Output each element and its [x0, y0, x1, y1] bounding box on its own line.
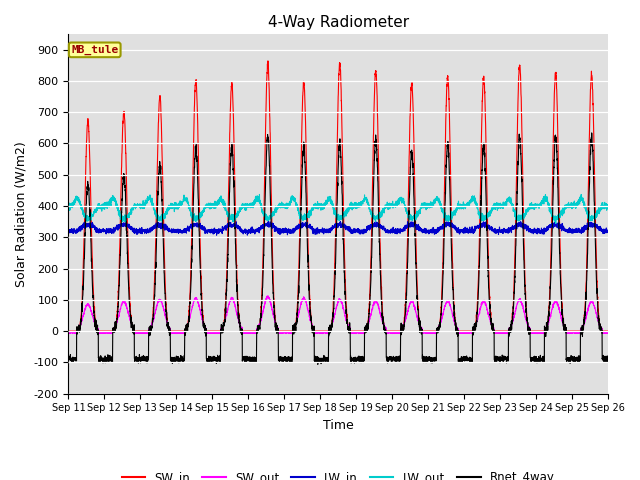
- SW_out: [429, 330, 437, 336]
- LW_in: [212, 232, 220, 238]
- X-axis label: Time: Time: [323, 419, 354, 432]
- Rnet_4way: [161, 299, 169, 304]
- LW_out: [318, 204, 326, 210]
- LW_in: [490, 227, 498, 232]
- LW_in: [65, 227, 72, 232]
- SW_in: [161, 286, 169, 292]
- Rnet_4way: [604, 359, 612, 365]
- SW_out: [490, 327, 498, 333]
- LW_in: [604, 228, 611, 234]
- Rnet_4way: [65, 358, 72, 364]
- LW_out: [552, 221, 559, 227]
- Line: LW_in: LW_in: [68, 222, 608, 235]
- LW_out: [490, 204, 497, 210]
- LW_out: [255, 192, 263, 197]
- LW_in: [604, 228, 612, 234]
- Legend: SW_in, SW_out, LW_in, LW_out, Rnet_4way: SW_in, SW_out, LW_in, LW_out, Rnet_4way: [117, 466, 559, 480]
- SW_out: [264, 293, 271, 299]
- LW_in: [161, 222, 169, 228]
- LW_out: [161, 212, 169, 218]
- Rnet_4way: [604, 353, 611, 359]
- SW_out: [460, 330, 467, 336]
- Y-axis label: Solar Radiation (W/m2): Solar Radiation (W/m2): [15, 141, 28, 287]
- SW_in: [604, 328, 612, 334]
- Rnet_4way: [429, 356, 437, 361]
- Rnet_4way: [460, 357, 467, 363]
- LW_in: [429, 228, 437, 233]
- SW_out: [355, 331, 362, 336]
- LW_out: [65, 202, 72, 207]
- Rnet_4way: [314, 361, 322, 367]
- SW_out: [161, 313, 169, 319]
- SW_in: [490, 327, 497, 333]
- SW_out: [604, 331, 611, 336]
- Rnet_4way: [490, 329, 497, 335]
- LW_in: [337, 219, 344, 225]
- LW_out: [460, 204, 467, 210]
- Rnet_4way: [588, 130, 596, 136]
- LW_out: [604, 204, 612, 209]
- SW_in: [429, 328, 437, 334]
- Line: SW_in: SW_in: [68, 61, 608, 331]
- LW_in: [460, 230, 467, 236]
- SW_in: [318, 328, 326, 334]
- LW_in: [318, 227, 326, 233]
- LW_out: [429, 199, 437, 205]
- Line: SW_out: SW_out: [68, 296, 608, 334]
- Title: 4-Way Radiometer: 4-Way Radiometer: [268, 15, 409, 30]
- LW_out: [604, 204, 611, 210]
- Rnet_4way: [318, 358, 326, 363]
- Line: Rnet_4way: Rnet_4way: [68, 133, 608, 364]
- SW_in: [264, 58, 272, 64]
- SW_in: [604, 328, 611, 334]
- SW_in: [65, 328, 72, 334]
- SW_out: [65, 330, 72, 336]
- SW_out: [604, 330, 612, 336]
- Text: MB_tule: MB_tule: [71, 45, 118, 55]
- SW_in: [460, 328, 467, 334]
- SW_out: [318, 330, 326, 336]
- Line: LW_out: LW_out: [68, 194, 608, 224]
